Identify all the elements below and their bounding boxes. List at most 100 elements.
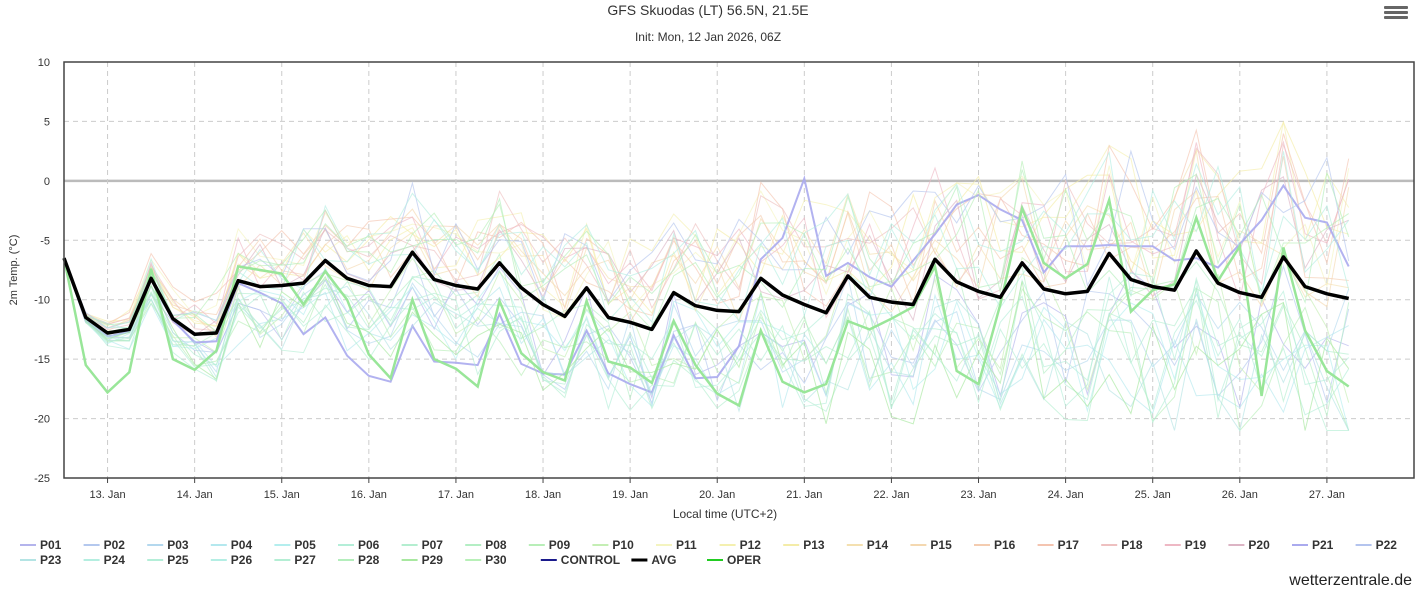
x-tick-label: 22. Jan	[873, 489, 909, 501]
legend-label: AVG	[651, 553, 676, 567]
legend-item-p29[interactable]: P29	[401, 553, 444, 567]
legend-item-p18[interactable]: P18	[1101, 538, 1143, 552]
legend-item-p30[interactable]: P30	[465, 553, 507, 567]
x-tick-label: 17. Jan	[438, 489, 474, 501]
series-line-p19	[63, 140, 1350, 325]
chart-title: GFS Skuodas (LT) 56.5N, 21.5E	[607, 2, 808, 18]
legend-label: P14	[867, 538, 889, 552]
legend-item-p01[interactable]: P01	[20, 538, 62, 552]
legend-item-p13[interactable]: P13	[783, 538, 825, 552]
main-series-layer	[62, 195, 1350, 408]
series-line-p17	[63, 128, 1350, 324]
x-tick-label: 15. Jan	[264, 489, 300, 501]
legend-label: P13	[803, 538, 825, 552]
legend-item-p22[interactable]: P22	[1355, 538, 1398, 552]
y-tick-label: 0	[44, 176, 50, 188]
series-line-p29	[63, 257, 1350, 431]
legend-label: P15	[930, 538, 952, 552]
y-axis-label: 2m Temp. (°C)	[8, 235, 20, 306]
series-line-p27	[63, 257, 1349, 431]
ensemble-members-layer	[63, 121, 1350, 432]
legend-item-p03[interactable]: P03	[147, 538, 189, 552]
legend-label: P09	[549, 538, 571, 552]
series-line-p24	[63, 164, 1350, 337]
legend-item-p12[interactable]: P12	[719, 538, 762, 552]
legend-item-p10[interactable]: P10	[592, 538, 634, 552]
series-line-p03	[63, 257, 1350, 407]
legend-label: P10	[612, 538, 634, 552]
legend-label: P19	[1185, 538, 1207, 552]
series-line-p26	[63, 150, 1350, 329]
y-tick-label: -25	[34, 473, 50, 485]
series-line-avg	[62, 249, 1350, 336]
y-tick-label: -5	[40, 235, 50, 247]
legend-item-p24[interactable]: P24	[83, 553, 126, 567]
legend-label: P28	[358, 553, 380, 567]
legend-label: P04	[231, 538, 253, 552]
x-tick-label: 27. Jan	[1309, 489, 1345, 501]
legend-label: P07	[422, 538, 444, 552]
legend-label: P20	[1248, 538, 1270, 552]
legend-label: P12	[740, 538, 762, 552]
legend-item-p08[interactable]: P08	[465, 538, 507, 552]
chart-subtitle: Init: Mon, 12 Jan 2026, 06Z	[635, 30, 781, 44]
legend-label: P24	[104, 553, 126, 567]
legend-item-p06[interactable]: P06	[338, 538, 380, 552]
legend-item-p07[interactable]: P07	[401, 538, 444, 552]
legend-label: P25	[167, 553, 189, 567]
x-tick-label: 25. Jan	[1135, 489, 1171, 501]
legend-label: P18	[1121, 538, 1143, 552]
legend-label: P06	[358, 538, 380, 552]
x-tick-label: 23. Jan	[960, 489, 996, 501]
legend-label: CONTROL	[561, 553, 620, 567]
legend-item-oper[interactable]: OPER	[707, 553, 761, 567]
x-tick-label: 19. Jan	[612, 489, 648, 501]
credit-label: wetterzentrale.de	[1289, 572, 1412, 589]
x-tick-label: 14. Jan	[177, 489, 213, 501]
legend-item-p02[interactable]: P02	[83, 538, 126, 552]
legend-item-p05[interactable]: P05	[274, 538, 316, 552]
legend-item-p09[interactable]: P09	[528, 538, 571, 552]
chart-menu-button[interactable]	[1384, 4, 1408, 24]
series-line-p15	[63, 177, 1350, 338]
legend-item-control[interactable]: CONTROL	[540, 553, 620, 567]
series-line-p30	[63, 160, 1349, 333]
legend-item-p19[interactable]: P19	[1164, 538, 1207, 552]
legend-item-p17[interactable]: P17	[1037, 538, 1080, 552]
legend-item-p04[interactable]: P04	[210, 538, 253, 552]
legend-item-p16[interactable]: P16	[974, 538, 1016, 552]
legend-label: P11	[676, 538, 697, 552]
legend-label: P17	[1058, 538, 1080, 552]
legend-item-p11[interactable]: P11	[656, 538, 697, 552]
legend-item-p25[interactable]: P25	[147, 553, 189, 567]
x-tick-label: 24. Jan	[1048, 489, 1084, 501]
legend-item-p23[interactable]: P23	[20, 553, 62, 567]
legend-label: P29	[422, 553, 444, 567]
legend-label: P22	[1376, 538, 1398, 552]
series-line-oper	[62, 195, 1350, 408]
series-line-p22	[63, 149, 1350, 329]
y-tick-label: 5	[44, 116, 50, 128]
legend-item-p14[interactable]: P14	[846, 538, 889, 552]
legend-label: P05	[294, 538, 316, 552]
legend-item-p20[interactable]: P20	[1228, 538, 1270, 552]
legend-item-p27[interactable]: P27	[274, 553, 316, 567]
x-tick-label: 20. Jan	[699, 489, 735, 501]
series-line-p05	[63, 257, 1350, 431]
axis-layer: 10 5 0 -5 -10 -15 -20 -25 13. Jan 14. Jan 15. Jan 1…	[34, 57, 1415, 501]
legend-item-p26[interactable]: P26	[210, 553, 253, 567]
legend-item-avg[interactable]: AVG	[631, 553, 677, 567]
series-line-p06	[63, 257, 1350, 416]
legend-label: P16	[994, 538, 1016, 552]
legend-label: P02	[104, 538, 126, 552]
x-tick-label: 13. Jan	[90, 489, 126, 501]
x-axis-label: Local time (UTC+2)	[673, 507, 777, 521]
legend-label: OPER	[727, 553, 761, 567]
series-line-p25	[63, 257, 1350, 403]
legend-item-p28[interactable]: P28	[338, 553, 380, 567]
legend-item-p15[interactable]: P15	[910, 538, 952, 552]
legend-item-p21[interactable]: P21	[1292, 538, 1334, 552]
series-line-p09	[63, 257, 1350, 432]
legend-label: P23	[40, 553, 62, 567]
